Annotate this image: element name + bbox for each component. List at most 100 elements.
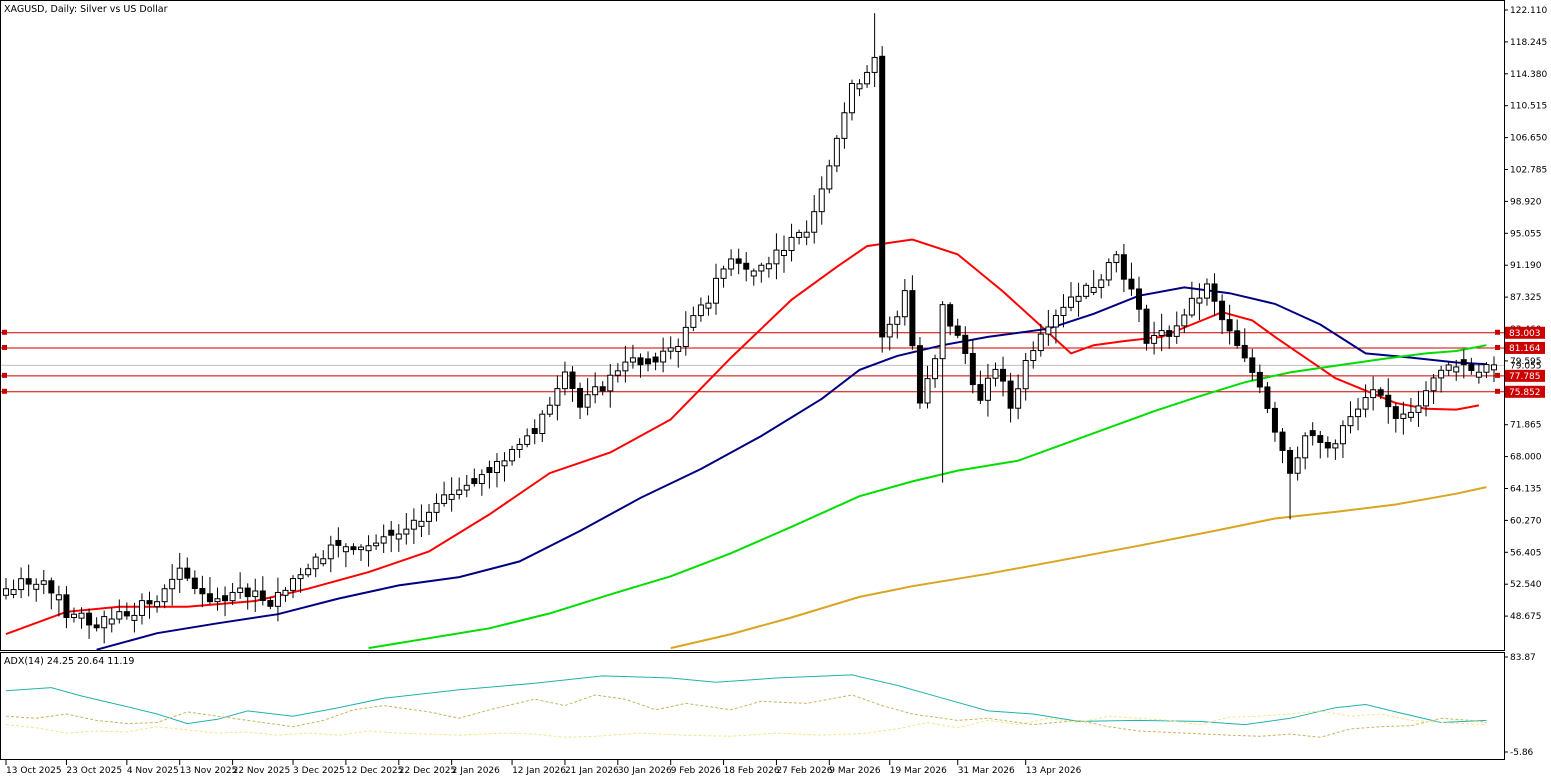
candle-body[interactable] xyxy=(1324,441,1331,449)
candle-body[interactable] xyxy=(486,467,493,474)
candle-body[interactable] xyxy=(1445,364,1452,371)
candle-body[interactable] xyxy=(214,598,221,603)
candle-body[interactable] xyxy=(403,528,410,535)
candle-body[interactable] xyxy=(131,614,138,621)
candle-body[interactable] xyxy=(1362,397,1369,410)
candle-body[interactable] xyxy=(682,326,689,348)
candle-body[interactable] xyxy=(1113,254,1120,264)
candle-body[interactable] xyxy=(886,323,893,338)
candle-body[interactable] xyxy=(1083,284,1090,297)
candle-body[interactable] xyxy=(728,258,735,270)
candle-body[interactable] xyxy=(101,616,108,629)
candle-body[interactable] xyxy=(1022,359,1029,390)
candle-body[interactable] xyxy=(93,624,100,629)
candle-body[interactable] xyxy=(1271,407,1278,433)
candle-body[interactable] xyxy=(1226,319,1233,332)
candle-body[interactable] xyxy=(1143,308,1150,344)
candle-body[interactable] xyxy=(856,83,863,90)
candle-body[interactable] xyxy=(1468,364,1475,372)
candle-body[interactable] xyxy=(554,388,561,406)
candle-body[interactable] xyxy=(305,568,312,576)
candle-body[interactable] xyxy=(1317,435,1324,443)
candle-body[interactable] xyxy=(924,378,931,404)
candle-body[interactable] xyxy=(350,546,357,551)
candle-body[interactable] xyxy=(629,357,636,363)
candle-body[interactable] xyxy=(743,262,750,270)
candle-body[interactable] xyxy=(274,591,281,607)
candle-body[interactable] xyxy=(259,590,266,601)
candle-body[interactable] xyxy=(1256,371,1263,388)
candle-body[interactable] xyxy=(335,539,342,546)
candle-body[interactable] xyxy=(1060,306,1067,316)
candle-body[interactable] xyxy=(524,435,531,445)
candle-body[interactable] xyxy=(3,588,9,596)
candle-body[interactable] xyxy=(199,588,206,595)
candle-body[interactable] xyxy=(932,358,939,380)
candle-body[interactable] xyxy=(395,533,402,540)
candle-body[interactable] xyxy=(735,258,742,264)
candle-body[interactable] xyxy=(667,347,674,352)
candle-body[interactable] xyxy=(1052,314,1059,328)
candle-body[interactable] xyxy=(206,593,213,603)
candle-body[interactable] xyxy=(1279,431,1286,451)
candle-body[interactable] xyxy=(373,542,380,547)
candle-body[interactable] xyxy=(818,188,825,213)
candle-body[interactable] xyxy=(584,394,591,408)
candle-body[interactable] xyxy=(1392,406,1399,419)
candle-body[interactable] xyxy=(237,587,244,593)
candle-body[interactable] xyxy=(146,600,153,605)
candle-body[interactable] xyxy=(539,413,546,435)
candle-body[interactable] xyxy=(123,611,130,617)
candle-body[interactable] xyxy=(63,594,70,619)
candle-body[interactable] xyxy=(184,567,191,579)
candle-body[interactable] xyxy=(796,231,803,238)
candle-body[interactable] xyxy=(546,404,553,415)
candle-body[interactable] xyxy=(410,519,417,530)
candle-body[interactable] xyxy=(1287,449,1294,474)
candle-body[interactable] xyxy=(320,558,327,565)
candle-body[interactable] xyxy=(433,502,440,513)
candle-body[interactable] xyxy=(1294,457,1301,474)
candle-body[interactable] xyxy=(327,544,334,560)
candle-body[interactable] xyxy=(705,302,712,309)
candle-body[interactable] xyxy=(10,589,17,596)
candle-body[interactable] xyxy=(1347,416,1354,427)
candle-body[interactable] xyxy=(1105,262,1112,281)
candle-body[interactable] xyxy=(660,350,667,363)
candle-body[interactable] xyxy=(493,460,500,474)
candle-body[interactable] xyxy=(252,590,259,598)
candle-body[interactable] xyxy=(1377,389,1384,396)
candle-body[interactable] xyxy=(456,489,463,495)
candle-body[interactable] xyxy=(916,345,923,404)
candle-body[interactable] xyxy=(637,357,644,366)
candle-body[interactable] xyxy=(954,325,961,336)
candle-body[interactable] xyxy=(176,567,183,580)
candle-body[interactable] xyxy=(509,449,516,462)
candle-body[interactable] xyxy=(1460,359,1467,366)
candle-body[interactable] xyxy=(108,618,115,625)
candle-body[interactable] xyxy=(1120,254,1127,280)
candle-body[interactable] xyxy=(1483,364,1490,373)
candle-body[interactable] xyxy=(577,387,584,408)
candle-body[interactable] xyxy=(1090,286,1097,293)
candle-body[interactable] xyxy=(803,231,810,238)
candle-body[interactable] xyxy=(569,371,576,389)
candle-body[interactable] xyxy=(154,601,161,608)
candle-body[interactable] xyxy=(1332,443,1339,449)
candle-body[interactable] xyxy=(380,536,387,544)
candle-body[interactable] xyxy=(138,600,145,616)
candle-body[interactable] xyxy=(471,478,478,485)
candle-body[interactable] xyxy=(1249,357,1256,373)
candle-body[interactable] xyxy=(962,334,969,354)
price-level-marker[interactable] xyxy=(2,388,7,394)
candle-body[interactable] xyxy=(342,546,349,553)
candle-body[interactable] xyxy=(282,589,289,596)
candle-body[interactable] xyxy=(1475,371,1482,378)
candle-body[interactable] xyxy=(244,587,251,598)
candle-body[interactable] xyxy=(501,460,508,467)
candle-body[interactable] xyxy=(697,304,704,317)
candle-body[interactable] xyxy=(1151,334,1158,344)
candle-body[interactable] xyxy=(222,595,229,602)
candle-body[interactable] xyxy=(55,594,62,601)
candle-body[interactable] xyxy=(939,304,946,360)
